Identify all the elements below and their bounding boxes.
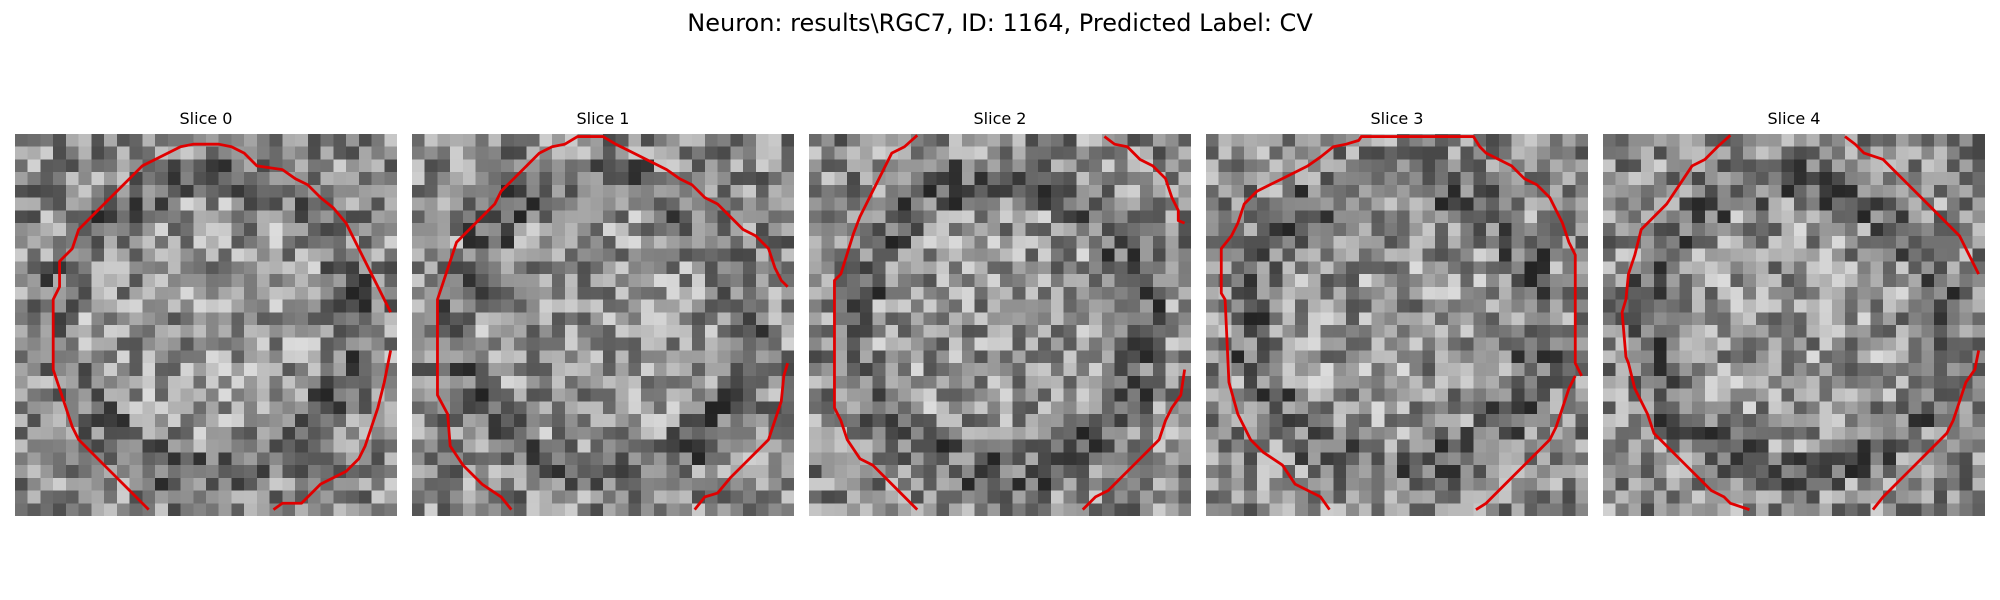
slice-2-image (809, 134, 1191, 516)
slice-3-image (1206, 134, 1588, 516)
slice-0-image (15, 134, 397, 516)
slice-4-title: Slice 4 (1767, 109, 1821, 128)
slice-0-title: Slice 0 (179, 109, 233, 128)
slice-2-title: Slice 2 (973, 109, 1027, 128)
slice-3-title: Slice 3 (1370, 109, 1424, 128)
slice-4-image (1603, 134, 1985, 516)
slice-1-title: Slice 1 (576, 109, 630, 128)
figure-title: Neuron: results\RGC7, ID: 1164, Predicte… (687, 9, 1313, 37)
slice-1-image (412, 134, 794, 516)
